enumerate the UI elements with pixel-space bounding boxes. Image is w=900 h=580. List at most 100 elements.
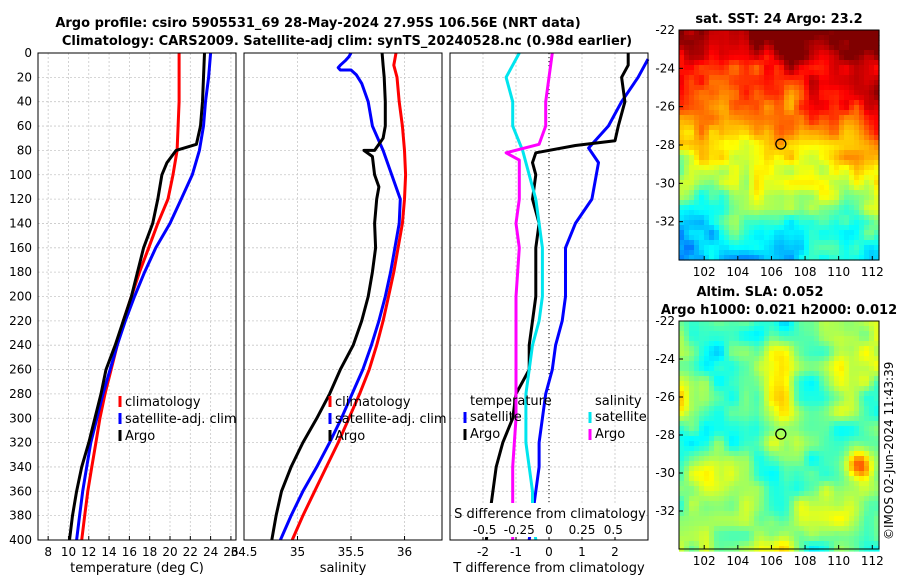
map-cell (814, 396, 820, 402)
map-cell (694, 225, 700, 231)
map-cell (714, 531, 720, 537)
map-cell (739, 511, 745, 517)
map-cell (779, 351, 785, 357)
map-cell (729, 461, 735, 467)
map-cell (694, 125, 700, 131)
map-cell (794, 110, 800, 116)
map-cell (764, 336, 770, 342)
map-cell (719, 30, 725, 36)
map-cell (739, 341, 745, 347)
map-cell (874, 501, 880, 507)
map-cell (844, 416, 850, 422)
map-cell (789, 240, 795, 246)
map-cell (824, 180, 830, 186)
map-cell (699, 481, 705, 487)
map-cell (874, 336, 880, 342)
map-cell (719, 145, 725, 151)
map-cell (794, 521, 800, 527)
map-cell (704, 421, 710, 427)
map-cell (834, 381, 840, 387)
map-cell (704, 30, 710, 36)
map-cell (689, 426, 695, 432)
map-cell (704, 80, 710, 86)
map-cell (789, 110, 795, 116)
map-cell (679, 65, 685, 71)
map-cell (679, 381, 685, 387)
map-cell (874, 351, 880, 357)
map-cell (779, 60, 785, 66)
map-cell (839, 501, 845, 507)
map-cell (689, 371, 695, 377)
map-cell (824, 336, 830, 342)
map-cell (709, 496, 715, 502)
map-cell (764, 361, 770, 367)
map-cell (699, 155, 705, 161)
map-cell (679, 140, 685, 146)
map-cell (859, 521, 865, 527)
map-cell (824, 110, 830, 116)
map-cell (754, 396, 760, 402)
map-cell (779, 491, 785, 497)
map-cell (874, 30, 880, 36)
map-cell (824, 185, 830, 191)
map-cell (794, 135, 800, 141)
map-cell (704, 190, 710, 196)
map-cell (719, 85, 725, 91)
map-cell (764, 140, 770, 146)
map-cell (734, 120, 740, 126)
map-cell (744, 321, 750, 327)
map-cell (694, 200, 700, 206)
map-cell (729, 516, 735, 522)
map-cell (729, 336, 735, 342)
map-cell (839, 120, 845, 126)
map-cell (719, 426, 725, 432)
map-cell (719, 401, 725, 407)
map-cell (764, 516, 770, 522)
map-cell (839, 250, 845, 256)
map-cell (849, 496, 855, 502)
map-cell (754, 501, 760, 507)
map-cell (734, 240, 740, 246)
map-cell (684, 491, 690, 497)
map-cell (694, 331, 700, 337)
map-cell (719, 135, 725, 141)
map-cell (779, 506, 785, 512)
map-cell (744, 210, 750, 216)
map-cell (764, 190, 770, 196)
map-cell (784, 361, 790, 367)
map-cell (844, 531, 850, 537)
map-cell (744, 35, 750, 41)
map-cell (864, 40, 870, 46)
map-cell (789, 200, 795, 206)
map-cell (689, 240, 695, 246)
map-cell (814, 30, 820, 36)
map-cell (769, 170, 775, 176)
map-cell (684, 215, 690, 221)
map-cell (759, 346, 765, 352)
map-cell (714, 506, 720, 512)
map-cell (859, 436, 865, 442)
map-cell (804, 421, 810, 427)
map-cell (839, 406, 845, 412)
map-cell (784, 506, 790, 512)
map-cell (684, 85, 690, 91)
map-cell (799, 125, 805, 131)
map-cell (799, 110, 805, 116)
map-cell (849, 411, 855, 417)
map-cell (754, 516, 760, 522)
map-cell (799, 100, 805, 106)
map-cell (729, 441, 735, 447)
map-cell (839, 431, 845, 437)
map-cell (744, 135, 750, 141)
map-cell (809, 190, 815, 196)
map-cell (874, 511, 880, 517)
y-tick-label: -22 (655, 314, 675, 328)
map-cell (694, 376, 700, 382)
map-cell (849, 481, 855, 487)
map-cell (859, 155, 865, 161)
map-cell (754, 35, 760, 41)
map-cell (809, 526, 815, 532)
map-cell (764, 180, 770, 186)
map-cell (739, 165, 745, 171)
map-cell (814, 80, 820, 86)
